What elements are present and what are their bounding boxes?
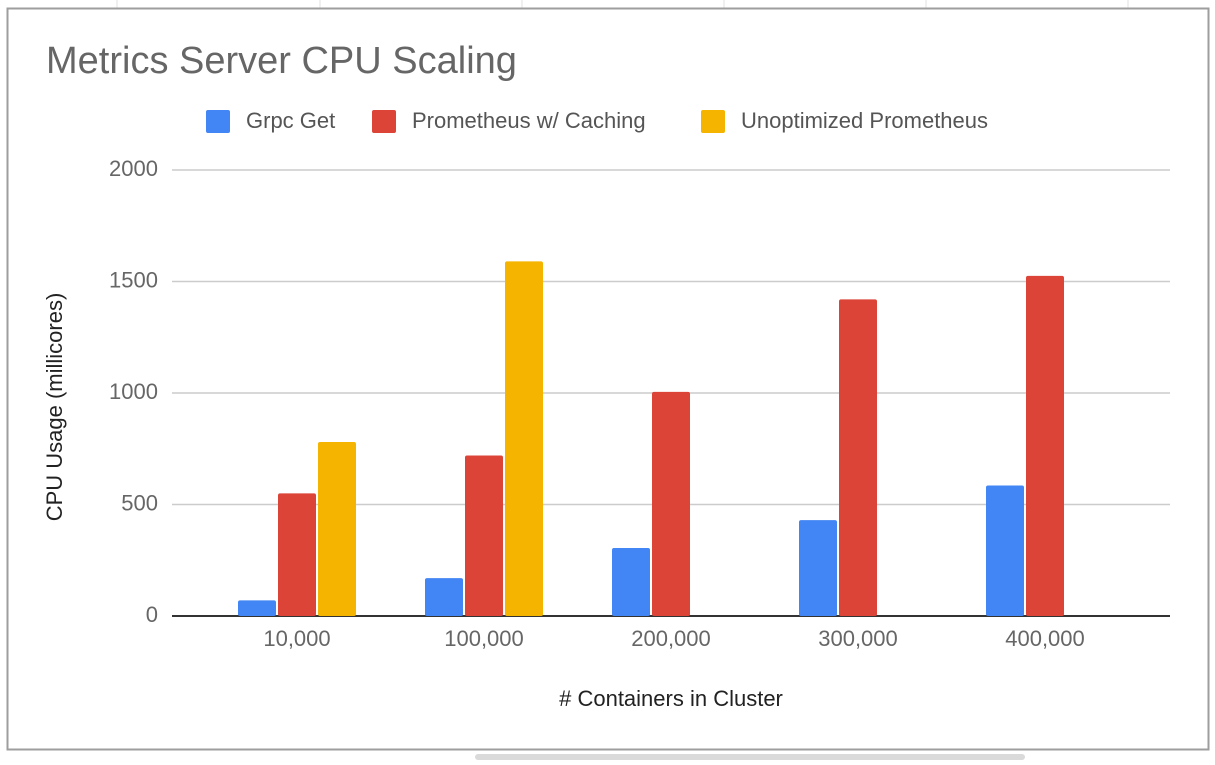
x-tick-label: 200,000 — [631, 626, 711, 651]
y-axis-title: CPU Usage (millicores) — [42, 293, 67, 522]
bar — [465, 455, 503, 616]
legend-label: Grpc Get — [246, 108, 335, 133]
x-tick-label: 100,000 — [444, 626, 524, 651]
y-tick-label: 1000 — [109, 379, 158, 404]
y-tick-label: 0 — [146, 602, 158, 627]
bar — [505, 261, 543, 616]
legend-swatch — [206, 110, 230, 133]
bar — [318, 442, 356, 616]
x-tick-label: 400,000 — [1005, 626, 1085, 651]
y-tick-label: 2000 — [109, 156, 158, 181]
chart-title: Metrics Server CPU Scaling — [46, 40, 517, 82]
bar — [1026, 275, 1064, 616]
legend-swatch — [701, 110, 725, 133]
bar — [612, 547, 650, 616]
scrollbar[interactable] — [475, 754, 1025, 760]
bar — [652, 391, 690, 616]
sheet-grid — [116, 0, 1129, 8]
y-tick-label: 500 — [121, 490, 158, 515]
bar — [238, 600, 276, 616]
bar — [278, 493, 316, 616]
bar — [425, 578, 463, 616]
x-tick-label: 300,000 — [818, 626, 898, 651]
bar — [986, 485, 1024, 616]
legend-label: Unoptimized Prometheus — [741, 108, 988, 133]
bar — [799, 520, 837, 616]
x-axis-title: # Containers in Cluster — [559, 686, 783, 711]
legend-label: Prometheus w/ Caching — [412, 108, 646, 133]
x-tick-label: 10,000 — [263, 626, 330, 651]
legend-swatch — [372, 110, 396, 133]
bar — [839, 299, 877, 616]
y-tick-label: 1500 — [109, 267, 158, 292]
